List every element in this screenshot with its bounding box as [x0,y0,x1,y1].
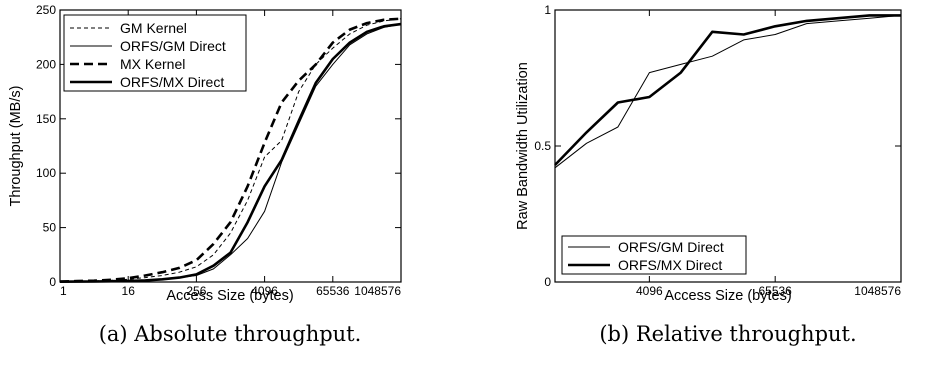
chart-a-xtick-label: 4096 [251,284,278,298]
chart-a-legend-label-1: GM Kernel [120,20,187,36]
chart-a-xtick-label: 16 [122,284,136,298]
chart-b-caption: (b) Relative throughput. [599,322,856,346]
chart-a-ytick-label: 50 [43,221,57,235]
chart-b-xtick-label: 4096 [636,284,663,298]
chart-a: 1 16 256 4096 65536 1048576 0 50 100 150 200 250 GM… [8,3,402,346]
chart-a-caption: (a) Absolute throughput. [99,322,362,346]
chart-a-series-4-line [59,22,402,283]
chart-a-ticks: 1 16 256 4096 65536 1048576 0 50 100 150 200 250 [36,3,402,298]
chart-a-legend: GM Kernel ORFS/GM Direct MX Kernel ORFS/MX … [63,14,247,92]
chart-a-ytick-label: 250 [36,3,56,17]
chart-a-xtick-label: 1048576 [354,284,401,298]
chart-a-ylabel: Throughput (MB/s) [8,86,24,207]
chart-b-legend-label-1: ORFS/GM Direct [618,239,724,255]
chart-b-ticks: 4096 65536 1048576 0 0.5 1 [534,3,902,298]
chart-a-xtick-label: 256 [186,284,206,298]
chart-a-frame [59,9,402,283]
chart-b-xlabel: Access Size (bytes) [664,288,791,304]
chart-b-legend-box [561,235,747,275]
chart-b-xtick-label: 1048576 [854,284,901,298]
chart-a-legend-label-3: MX Kernel [120,56,185,72]
chart-b-ytick-label: 0.5 [534,139,551,153]
chart-a-xlabel: Access Size (bytes) [166,288,293,304]
chart-b-ylabel: Raw Bandwidth Utilization [515,62,531,230]
chart-b-series-2-line [554,14,901,166]
chart-b-series-1-line [554,14,902,169]
chart-a-ytick-label: 200 [36,57,56,71]
chart-a-ytick-label: 150 [36,112,56,126]
chart-b-legend-label-2: ORFS/MX Direct [618,257,722,273]
chart-b-ytick-label: 0 [544,275,551,289]
chart-a-xtick-label: 1 [60,284,67,298]
chart-b-legend: ORFS/GM Direct ORFS/MX Direct [561,235,747,275]
chart-b-xtick-label: 65536 [758,284,792,298]
chart-a-ytick-label: 0 [49,275,56,289]
chart-b-series [554,14,902,169]
chart-a-ytick-label: 100 [36,166,56,180]
chart-a-xtick-label: 65536 [316,284,350,298]
chart-a-legend-label-2: ORFS/GM Direct [120,38,226,54]
chart-b-ytick-label: 1 [544,3,551,17]
chart-a-series [59,17,402,283]
chart-a-series-3-line [59,17,402,283]
chart-a-legend-label-4: ORFS/MX Direct [120,74,224,90]
